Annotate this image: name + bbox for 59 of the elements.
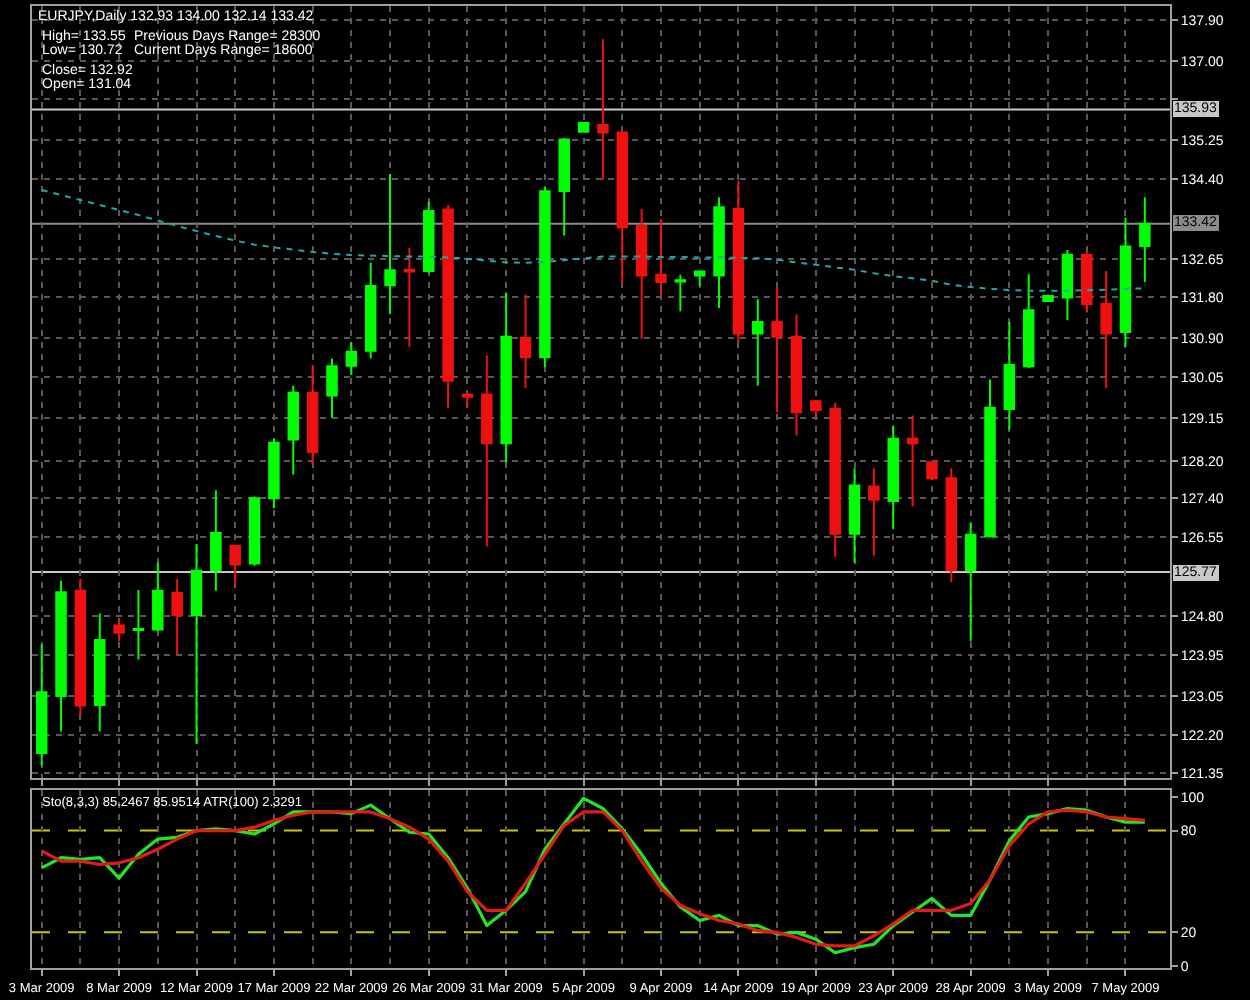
candlestick bbox=[732, 179, 745, 344]
candlestick bbox=[1081, 250, 1093, 314]
candlestick bbox=[35, 643, 48, 767]
candlestick bbox=[868, 467, 880, 557]
candlestick bbox=[616, 130, 629, 284]
candlestick bbox=[461, 392, 474, 409]
candlestick bbox=[500, 291, 512, 464]
candlestick bbox=[152, 561, 164, 633]
candlestick bbox=[887, 424, 899, 531]
candlestick bbox=[539, 186, 551, 369]
candlestick bbox=[364, 261, 377, 360]
candlestick bbox=[1139, 196, 1151, 283]
candlestick bbox=[558, 137, 570, 237]
candlestick bbox=[171, 577, 183, 656]
candlestick bbox=[268, 437, 280, 510]
candlestick bbox=[906, 414, 919, 508]
candlestick bbox=[984, 378, 996, 539]
candlestick bbox=[287, 384, 300, 476]
candlestick bbox=[345, 341, 358, 376]
candlestick bbox=[306, 363, 319, 467]
candlestick bbox=[74, 577, 87, 717]
candlestick bbox=[1003, 321, 1016, 431]
candlestick bbox=[1100, 270, 1112, 390]
candlestick bbox=[1022, 273, 1035, 370]
candlestick bbox=[693, 270, 706, 288]
candlestick bbox=[810, 398, 822, 419]
candlestick bbox=[229, 543, 241, 587]
candlestick bbox=[423, 200, 435, 274]
candlestick bbox=[752, 298, 764, 387]
candlestick bbox=[519, 293, 532, 390]
candlestick bbox=[771, 286, 783, 414]
candlestick bbox=[635, 208, 648, 340]
candlestick bbox=[1042, 295, 1054, 303]
candlestick bbox=[132, 588, 145, 661]
candlestick bbox=[481, 354, 493, 548]
candlestick bbox=[190, 542, 203, 745]
candlestick bbox=[1061, 249, 1074, 322]
candlestick bbox=[964, 521, 977, 643]
candlestick bbox=[442, 204, 454, 409]
line-series bbox=[40, 189, 1146, 292]
candlestick bbox=[713, 196, 725, 309]
candlestick bbox=[829, 401, 841, 559]
candlestick bbox=[597, 38, 609, 181]
candlestick bbox=[848, 467, 861, 564]
candlestick bbox=[55, 579, 67, 733]
candlestick bbox=[384, 173, 396, 316]
candlestick bbox=[113, 618, 125, 643]
candlestick bbox=[1119, 216, 1132, 348]
candlestick bbox=[577, 120, 590, 134]
candlestick bbox=[403, 246, 416, 348]
candlestick bbox=[790, 313, 803, 437]
candlestick bbox=[945, 467, 958, 584]
candlestick bbox=[248, 495, 261, 567]
candlestick bbox=[210, 489, 222, 592]
candlestick bbox=[326, 357, 338, 419]
candlestick bbox=[926, 460, 938, 480]
candlestick bbox=[655, 218, 667, 298]
candlestick bbox=[94, 612, 106, 733]
candlestick bbox=[674, 273, 687, 313]
